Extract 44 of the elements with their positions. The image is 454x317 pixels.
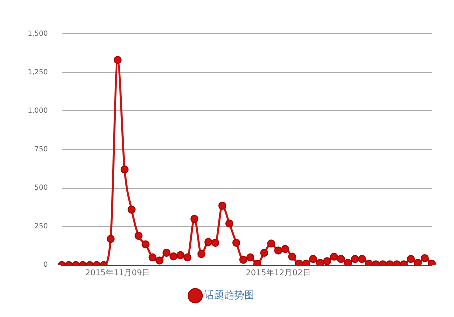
point bbox=[218, 202, 227, 210]
point bbox=[421, 254, 430, 262]
point bbox=[240, 256, 248, 264]
point bbox=[316, 259, 324, 266]
point bbox=[134, 232, 143, 240]
point bbox=[106, 235, 115, 244]
point bbox=[184, 254, 192, 262]
point bbox=[170, 252, 178, 261]
point bbox=[295, 260, 304, 266]
point bbox=[330, 252, 338, 261]
point bbox=[260, 249, 268, 258]
point bbox=[351, 255, 360, 264]
point bbox=[267, 240, 276, 248]
point bbox=[344, 259, 352, 266]
legend-label: 话题趋势图 bbox=[204, 290, 254, 302]
point bbox=[232, 239, 241, 248]
point bbox=[204, 238, 213, 246]
point bbox=[190, 215, 199, 224]
point bbox=[176, 251, 185, 260]
x-tick-label: 2015年12月02日 bbox=[246, 268, 311, 278]
point bbox=[120, 166, 129, 174]
point bbox=[358, 255, 366, 264]
point bbox=[162, 249, 171, 258]
point bbox=[302, 260, 310, 266]
point bbox=[212, 239, 220, 248]
x-tick-label: 2015年11月09日 bbox=[86, 268, 150, 278]
point bbox=[414, 259, 422, 266]
point bbox=[365, 260, 374, 266]
point bbox=[274, 246, 282, 255]
point bbox=[309, 255, 318, 264]
point bbox=[337, 255, 346, 264]
point bbox=[148, 254, 157, 262]
point bbox=[428, 260, 436, 266]
point bbox=[128, 206, 136, 214]
point bbox=[323, 258, 332, 266]
point bbox=[226, 220, 234, 228]
point bbox=[281, 245, 290, 254]
point bbox=[246, 254, 255, 262]
point bbox=[142, 240, 150, 249]
point bbox=[288, 252, 296, 261]
point bbox=[198, 250, 206, 258]
point bbox=[114, 56, 122, 64]
point bbox=[407, 255, 416, 264]
point bbox=[156, 256, 164, 265]
